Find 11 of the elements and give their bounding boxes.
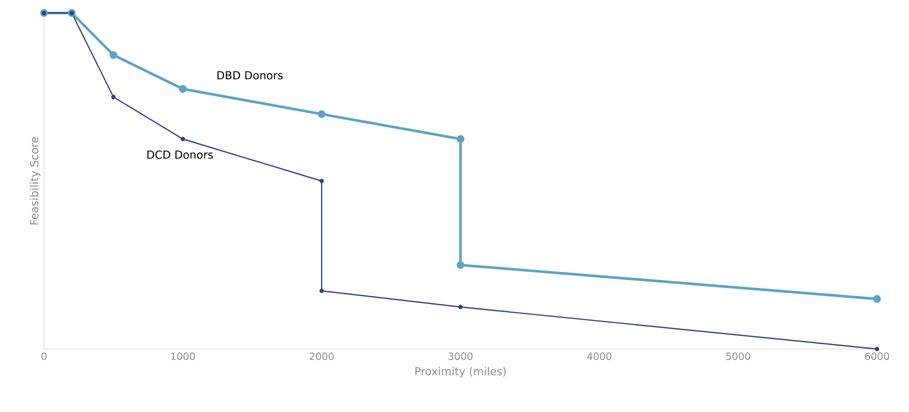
x-tick-label: 6000 <box>865 352 890 360</box>
x-tick-label: 0 <box>41 352 47 360</box>
series-label: DCD Donors <box>147 150 213 159</box>
y-axis-title: Feasibility Score <box>30 137 40 224</box>
x-tick-label: 2000 <box>310 352 334 360</box>
x-tick-label: 5000 <box>726 352 750 360</box>
x-tick-label: 4000 <box>587 352 612 360</box>
series-label: DBD Donors <box>217 71 283 80</box>
x-tick-label: 1000 <box>171 352 195 360</box>
x-tick-label: 3000 <box>448 352 473 360</box>
x-axis-title: Proximity (miles) <box>415 366 506 378</box>
